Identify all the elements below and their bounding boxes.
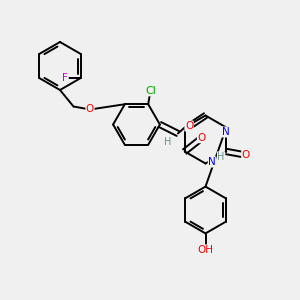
Text: N: N (222, 127, 230, 137)
Text: O: O (242, 149, 250, 160)
Text: H: H (164, 137, 171, 147)
Text: O: O (185, 121, 193, 131)
Text: O: O (197, 133, 206, 143)
Text: N: N (208, 157, 216, 167)
Text: O: O (86, 104, 94, 115)
Text: OH: OH (197, 245, 214, 255)
Text: F: F (62, 73, 68, 83)
Text: H: H (218, 152, 225, 162)
Text: Cl: Cl (146, 86, 157, 96)
